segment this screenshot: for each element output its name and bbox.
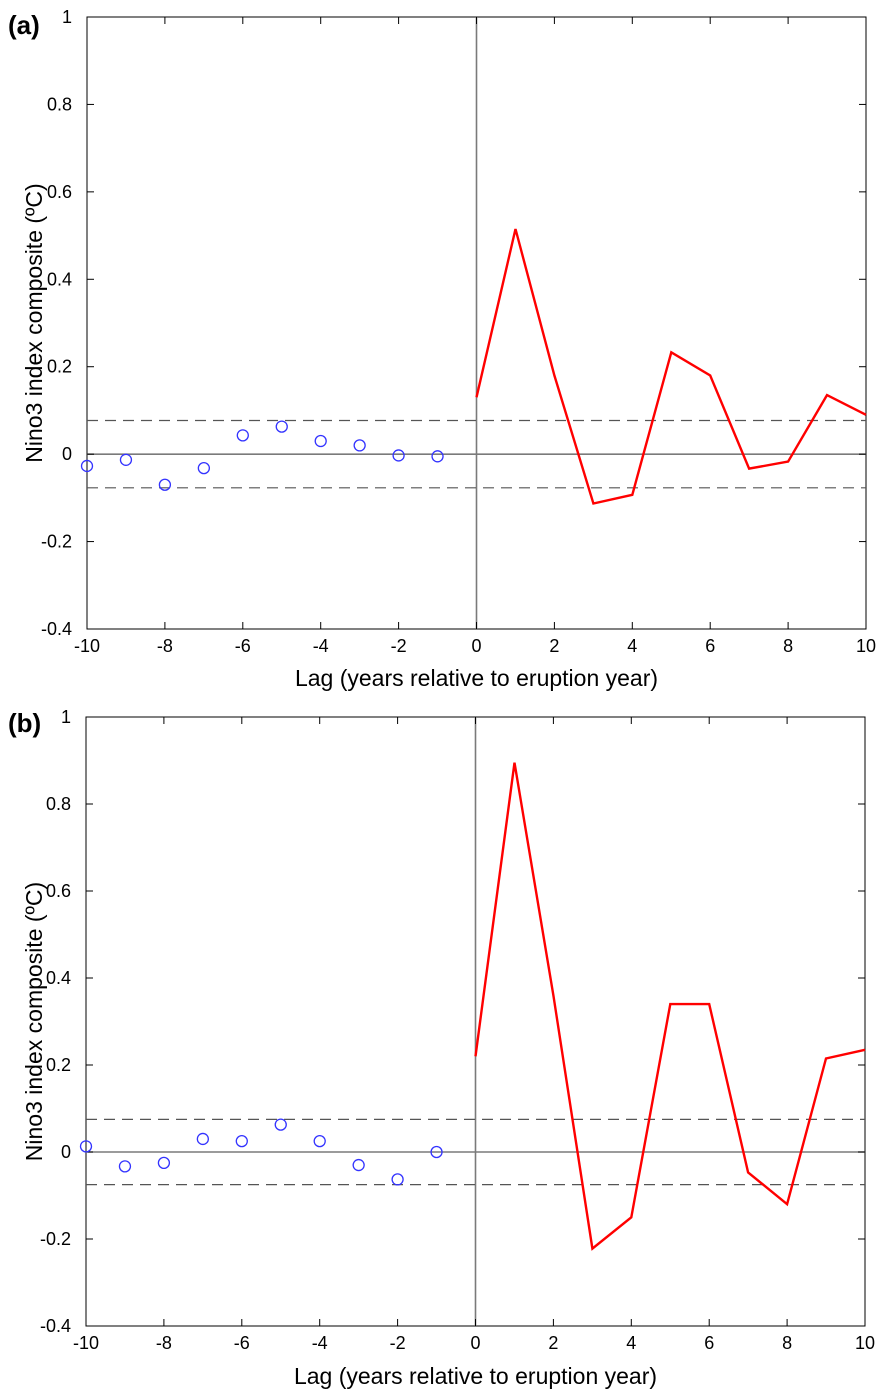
preeruption-point — [196, 1132, 210, 1146]
preeruption-point — [275, 420, 288, 433]
y-tick-label: 1 — [61, 707, 71, 727]
preeruption-point — [157, 1156, 171, 1170]
x-tick-label: 8 — [782, 1333, 792, 1353]
y-tick-label: 0 — [62, 444, 72, 464]
x-tick-label: -4 — [313, 636, 329, 656]
x-tick-label: -10 — [73, 1333, 99, 1353]
y-tick-label: 0.6 — [47, 182, 72, 202]
preeruption-point — [236, 429, 249, 442]
y-tick-label: -0.2 — [41, 532, 72, 552]
panel-label: (a) — [8, 10, 40, 40]
x-tick-label: -2 — [390, 1333, 406, 1353]
y-tick-label: 0.4 — [46, 968, 71, 988]
x-axis-label: Lag (years relative to eruption year) — [295, 665, 658, 691]
y-tick-label: 0.8 — [46, 794, 71, 814]
x-tick-label: 0 — [470, 1333, 480, 1353]
y-tick-label: -0.4 — [41, 619, 72, 639]
y-tick-label: 0 — [61, 1142, 71, 1162]
posteruption-line — [475, 228, 867, 505]
y-tick-label: 0.8 — [47, 94, 72, 114]
preeruption-point — [430, 1145, 443, 1159]
x-tick-label: -6 — [234, 1333, 250, 1353]
x-tick-label: -10 — [74, 636, 100, 656]
preeruption-point — [313, 1134, 326, 1148]
x-tick-label: 4 — [627, 636, 637, 656]
preeruption-point — [431, 450, 444, 463]
y-tick-label: 0.4 — [47, 269, 72, 289]
y-tick-label: 0.2 — [47, 357, 72, 377]
x-tick-label: 8 — [783, 636, 793, 656]
x-tick-label: 10 — [855, 1333, 875, 1353]
panel-label: (b) — [8, 708, 41, 738]
x-tick-label: -4 — [312, 1333, 328, 1353]
preeruption-point — [274, 1118, 287, 1131]
preeruption-point — [392, 449, 405, 462]
y-tick-label: -0.2 — [40, 1229, 71, 1249]
preeruption-point — [119, 453, 133, 466]
x-tick-label: 10 — [856, 636, 876, 656]
preeruption-point — [352, 1158, 365, 1172]
y-tick-label: 0.2 — [46, 1055, 71, 1075]
y-axis-label: Nino3 index composite (ºC) — [21, 882, 47, 1161]
posteruption-line — [474, 762, 866, 1251]
preeruption-point — [79, 1140, 93, 1153]
y-tick-label: -0.4 — [40, 1316, 71, 1336]
preeruption-point — [235, 1134, 248, 1148]
panel-a: -10 -8 -6 -4 -2 0 2 4 6 8 10 -0.4 -0.2 0 0.2 0.4 0.6 0.8 1… — [8, 7, 876, 691]
y-axis-label: Nino3 index composite (ºC) — [21, 183, 47, 462]
panel-b: -10 -8 -6 -4 -2 0 2 4 6 8 10 -0.4 -0.2 0 0.2 0.4 0.6 0.8 1… — [8, 707, 875, 1389]
preeruption-point — [314, 434, 327, 448]
y-tick-label: 1 — [62, 7, 72, 27]
preeruption-point — [118, 1160, 132, 1173]
x-tick-label: 6 — [705, 636, 715, 656]
x-axis-label: Lag (years relative to eruption year) — [294, 1363, 657, 1389]
x-tick-label: 6 — [704, 1333, 714, 1353]
preeruption-point — [391, 1173, 404, 1186]
x-tick-label: -2 — [391, 636, 407, 656]
x-tick-label: -6 — [235, 636, 251, 656]
x-tick-label: -8 — [156, 1333, 172, 1353]
x-tick-label: -8 — [157, 636, 173, 656]
preeruption-point — [158, 478, 172, 491]
x-tick-label: 2 — [548, 1333, 558, 1353]
preeruption-point — [353, 439, 366, 452]
x-tick-label: 2 — [549, 636, 559, 656]
x-tick-label: 4 — [626, 1333, 636, 1353]
y-tick-label: 0.6 — [46, 881, 71, 901]
x-tick-label: 0 — [471, 636, 481, 656]
preeruption-point — [197, 461, 211, 475]
preeruption-point — [80, 459, 94, 473]
